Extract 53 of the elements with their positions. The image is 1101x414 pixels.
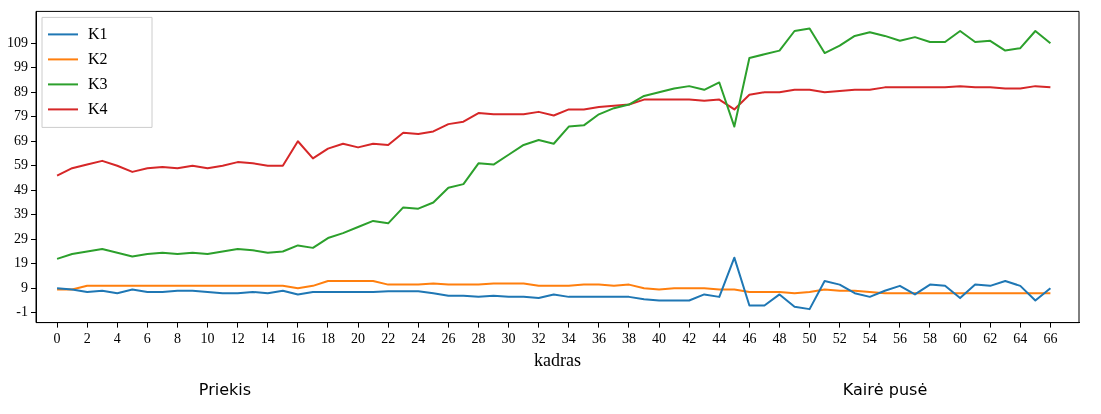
x-axis-title: kadras: [534, 349, 581, 370]
y-tick-label: 69: [14, 132, 28, 148]
x-tick-label: 10: [200, 330, 215, 346]
x-tick-label: 0: [53, 330, 61, 346]
x-tick-label: 32: [531, 330, 546, 346]
y-tick-label: 19: [14, 255, 28, 271]
x-tick-label: 44: [712, 330, 727, 346]
x-tick-label: 24: [411, 330, 426, 346]
x-tick-label: 42: [682, 330, 697, 346]
x-tick-label: 2: [83, 330, 91, 346]
x-tick-label: 18: [320, 330, 335, 346]
x-tick-label: 30: [501, 330, 516, 346]
x-tick-label: 54: [862, 330, 877, 346]
y-tick-label: 109: [7, 34, 28, 50]
x-tick-label: 12: [230, 330, 245, 346]
y-tick-label: 49: [14, 181, 28, 197]
y-tick-label: 79: [14, 108, 28, 124]
x-tick-label: 22: [381, 330, 396, 346]
x-tick-label: 50: [802, 330, 817, 346]
x-tick-label: 38: [621, 330, 636, 346]
legend-label: K3: [88, 74, 108, 92]
x-tick-label: 46: [742, 330, 757, 346]
legend-label: K2: [88, 49, 108, 67]
legend-label: K1: [88, 24, 108, 42]
x-tick-label: 14: [260, 330, 275, 346]
x-tick-label: 36: [591, 330, 606, 346]
y-tick-label: 29: [14, 230, 28, 246]
y-tick-label: 59: [14, 157, 28, 173]
x-tick-label: 64: [1013, 330, 1028, 346]
x-tick-label: 40: [652, 330, 667, 346]
legend-label: K4: [88, 99, 108, 117]
text: Kairė pusė: [842, 380, 928, 399]
x-tick-label: 16: [290, 330, 305, 346]
x-tick-label: 4: [113, 330, 121, 346]
y-tick-label: -1: [16, 304, 28, 320]
y-tick-label: 89: [14, 83, 28, 99]
x-tick-label: 66: [1043, 330, 1058, 346]
text: Priekis: [198, 380, 252, 399]
x-tick-label: 8: [173, 330, 181, 346]
y-tick-label: 99: [14, 59, 28, 75]
x-tick-label: 34: [561, 330, 576, 346]
x-tick-label: 52: [832, 330, 847, 346]
x-tick-label: 28: [471, 330, 486, 346]
x-tick-label: 58: [923, 330, 937, 346]
x-tick-label: 6: [143, 330, 151, 346]
x-tick-label: 62: [983, 330, 998, 346]
x-tick-label: 48: [772, 330, 787, 346]
y-tick-label: 39: [14, 206, 28, 222]
x-tick-label: 56: [892, 330, 907, 346]
x-tick-label: 26: [441, 330, 456, 346]
x-tick-label: 20: [351, 330, 366, 346]
x-tick-label: 60: [953, 330, 968, 346]
y-tick-label: 9: [21, 279, 28, 295]
